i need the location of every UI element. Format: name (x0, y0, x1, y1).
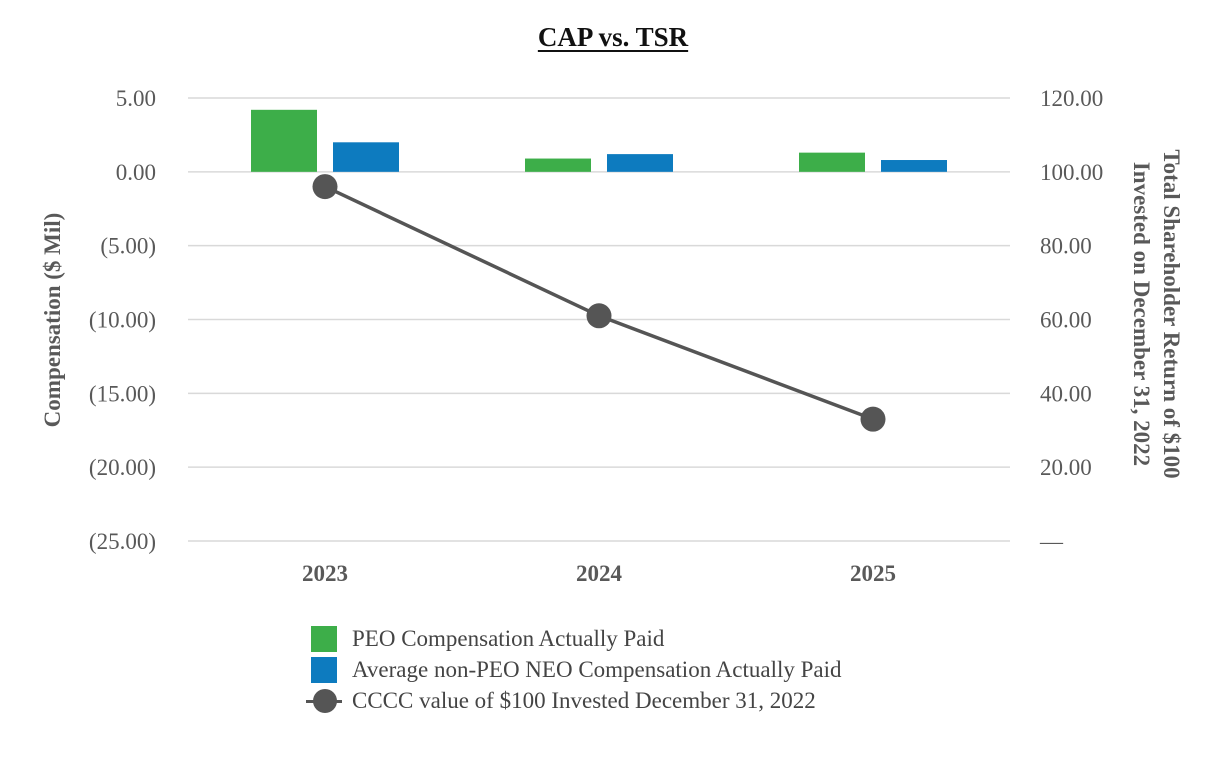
y-right-axis-label-line1: Total Shareholder Return of $100 (1159, 149, 1184, 478)
bar-neo (881, 160, 947, 172)
y-left-tick-label: (20.00) (89, 455, 156, 480)
legend-item-tsr: CCCC value of $100 Invested December 31,… (306, 685, 842, 716)
bar-peo (799, 152, 865, 172)
tsr-point (860, 406, 886, 432)
y-left-tick-label: 5.00 (116, 86, 156, 111)
y-left-tick-label: (25.00) (89, 529, 156, 554)
y-right-tick-label: — (1039, 529, 1064, 554)
legend-item-neo: Average non-PEO NEO Compensation Actuall… (306, 654, 842, 685)
chart-title: CAP vs. TSR (537, 22, 689, 52)
bar-peo (525, 158, 591, 172)
legend-label-tsr: CCCC value of $100 Invested December 31,… (352, 687, 816, 713)
x-tick-label: 2023 (302, 561, 348, 586)
x-tick-label: 2025 (850, 561, 896, 586)
legend: PEO Compensation Actually Paid Average n… (306, 623, 842, 716)
y-right-tick-label: 120.00 (1040, 86, 1103, 111)
y-left-tick-label: (10.00) (89, 308, 156, 333)
legend-label-neo: Average non-PEO NEO Compensation Actuall… (352, 656, 842, 682)
y-left-tick-label: (5.00) (100, 234, 156, 259)
bar-peo (251, 109, 317, 172)
tsr-point (586, 303, 612, 329)
tsr-line (324, 185, 874, 421)
legend-label-peo: PEO Compensation Actually Paid (352, 625, 665, 651)
y-left-tick-label: 0.00 (116, 160, 156, 185)
bar-neo (607, 154, 673, 172)
y-right-tick-label: 80.00 (1040, 234, 1092, 259)
legend-swatch-neo (311, 656, 337, 683)
legend-swatch-peo (311, 625, 337, 652)
chart-canvas: 5.00 0.00 (5.00) (10.00) (15.00) (20.00) (25.0… (40, 86, 1184, 586)
y-left-tick-label: (15.00) (89, 381, 156, 406)
legend-item-peo: PEO Compensation Actually Paid (306, 623, 842, 654)
y-right-tick-label: 100.00 (1040, 160, 1103, 185)
tsr-point (312, 174, 338, 200)
y-right-tick-label: 40.00 (1040, 381, 1092, 406)
y-right-axis-label-line2: Invested on December 31, 2022 (1129, 162, 1154, 466)
legend-marker-tsr (306, 688, 342, 714)
y-left-axis-label: Compensation ($ Mil) (40, 213, 65, 428)
y-right-tick-label: 20.00 (1040, 455, 1092, 480)
y-right-tick-label: 60.00 (1040, 308, 1092, 333)
x-tick-label: 2024 (576, 561, 623, 586)
bar-neo (333, 142, 399, 172)
